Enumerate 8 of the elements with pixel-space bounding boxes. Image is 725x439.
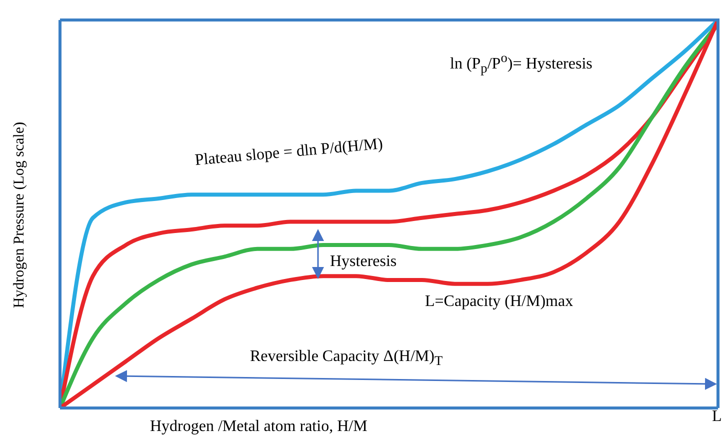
x-axis-title: Hydrogen /Metal atom ratio, H/M	[150, 418, 368, 436]
annotation: ln (P$_{p}$/P$^{o}$)= Hysteresis	[450, 50, 592, 77]
annotation: L=Capacity (H/M)max	[425, 293, 574, 311]
annotation: Hysteresis	[330, 253, 397, 271]
annotation: Reversible Capacity Δ(H/M)$_{T}$	[250, 348, 443, 370]
annotation: Plateau slope = dln P/d(H/M)	[194, 136, 384, 170]
y-axis-title: Hydrogen Pressure (Log scale)	[12, 122, 28, 308]
annotation: L	[712, 408, 722, 426]
